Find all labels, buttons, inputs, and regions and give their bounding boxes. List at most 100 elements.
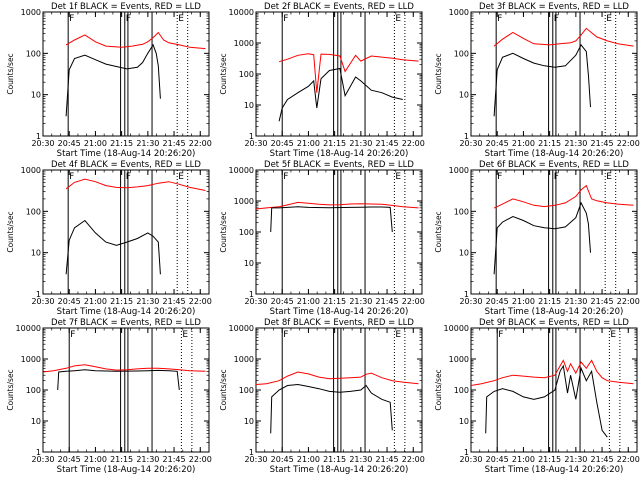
y-tick-label: 1000 [449,8,469,17]
chart-panel-9f: Det 9f BLACK = Events, RED = LLD F E 1 10 100… [434,318,640,475]
series-line-lld [255,201,419,210]
series-line-lld [493,184,634,209]
x-tick-label: 21:00 [84,139,107,148]
series-line-events [270,383,393,434]
y-tick-label: 10 [31,249,41,258]
x-tick-label: 21:30 [564,297,587,306]
x-axis-label: Start Time (18-Aug-14 20:26:20) [485,149,624,159]
y-tick-label: 1000 [234,39,254,48]
y-tick-label: 1000 [449,166,469,175]
y-tick-label: 100 [454,386,469,395]
y-tick-label: 10 [244,101,254,110]
x-tick-label: 22:00 [402,455,425,464]
flag-marker: F [283,14,288,24]
x-tick-label: 20:45 [271,297,294,306]
y-tick-label: 1000 [21,166,41,175]
x-tick-label: 21:30 [136,297,159,306]
x-axis-label: Start Time (18-Aug-14 20:26:20) [485,465,624,475]
series-line-events [65,219,161,275]
chart-panel-3f: Det 3f BLACK = Events, RED = LLD F F E 1 10 10… [434,2,640,159]
chart-panel-4f: Det 4f BLACK = Events, RED = LLD F F E 1 10 10… [6,160,212,317]
x-tick-label: 21:45 [376,139,399,148]
flag-marker: F [283,172,288,182]
x-tick-label: 21:30 [349,297,372,306]
y-axis-label: Counts/sec [434,369,443,410]
x-tick-label: 21:15 [323,139,346,148]
flag-marker: F [554,172,559,182]
x-tick-label: 21:00 [512,139,535,148]
y-tick-label: 100 [454,207,469,216]
y-tick-label: 1 [464,448,469,457]
chart-title: Det 2f BLACK = Events, RED = LLD [264,2,414,12]
y-tick-label: 10 [459,249,469,258]
x-tick-label: 22:00 [189,297,212,306]
x-tick-label: 21:00 [512,297,535,306]
plot-frame [470,11,638,137]
flag-marker: F [69,14,74,24]
y-tick-label: 10 [244,259,254,268]
x-tick-label: 21:30 [349,139,372,148]
flag-marker: E [606,172,612,182]
x-tick-label: 21:45 [591,139,614,148]
x-tick-label: 20:45 [271,139,294,148]
chart-title: Det 9f BLACK = Events, RED = LLD [479,318,629,328]
plot-frame [255,169,423,295]
x-tick-label: 21:15 [110,455,133,464]
x-tick-label: 20:30 [31,297,54,306]
flag-marker: F [497,172,502,182]
x-tick-label: 20:45 [486,139,509,148]
x-tick-label: 21:45 [163,139,186,148]
x-axis-label: Start Time (18-Aug-14 20:26:20) [270,149,409,159]
series-line-events [57,369,180,391]
series-line-events [65,43,161,117]
y-tick-label: 1 [36,132,41,141]
y-tick-label: 100 [26,207,41,216]
x-tick-label: 21:45 [163,297,186,306]
x-tick-label: 21:00 [84,455,107,464]
x-tick-label: 22:00 [189,455,212,464]
y-axis-label: Counts/sec [6,369,15,410]
x-tick-label: 20:30 [459,455,482,464]
x-tick-label: 20:45 [58,297,81,306]
y-axis-label: Counts/sec [219,53,228,94]
x-tick-label: 21:45 [591,455,614,464]
flag-marker: F [497,14,502,24]
chart-panel-5f: Det 5f BLACK = Events, RED = LLD F E 1 10 100… [219,160,425,317]
x-tick-label: 20:30 [244,297,267,306]
y-tick-label: 100 [239,70,254,79]
y-tick-label: 10 [459,417,469,426]
series-line-events [485,364,608,438]
chart-title: Det 4f BLACK = Events, RED = LLD [51,160,201,170]
x-tick-label: 21:15 [323,455,346,464]
x-tick-label: 20:45 [58,455,81,464]
x-tick-label: 22:00 [189,139,212,148]
x-tick-label: 22:00 [402,139,425,148]
series-line-events [493,43,591,117]
chart-title: Det 7f BLACK = Events, RED = LLD [51,318,201,328]
x-tick-label: 20:30 [31,455,54,464]
flag-marker: E [610,330,616,340]
flag-marker: E [178,14,184,24]
x-tick-label: 21:15 [110,139,133,148]
flag-marker: E [395,172,401,182]
y-axis-label: Counts/sec [6,211,15,252]
y-axis-label: Counts/sec [434,211,443,252]
flag-marker: F [126,172,131,182]
series-line-lld [65,178,206,191]
y-tick-label: 10 [31,91,41,100]
series-line-lld [470,359,634,386]
y-axis-label: Counts/sec [434,53,443,94]
x-tick-label: 21:15 [110,297,133,306]
x-tick-label: 20:45 [58,139,81,148]
flag-marker: E [395,330,401,340]
y-tick-label: 100 [26,49,41,58]
flag-marker: F [126,14,131,24]
flag-marker: F [69,172,74,182]
x-tick-label: 21:45 [591,297,614,306]
x-tick-label: 21:30 [136,455,159,464]
chart-title: Det 1f BLACK = Events, RED = LLD [51,2,201,12]
x-tick-label: 22:00 [617,297,640,306]
x-tick-label: 20:45 [486,455,509,464]
plot-frame [470,169,638,295]
chart-panel-1f: Det 1f BLACK = Events, RED = LLD F F E 1 10 10… [6,2,212,159]
